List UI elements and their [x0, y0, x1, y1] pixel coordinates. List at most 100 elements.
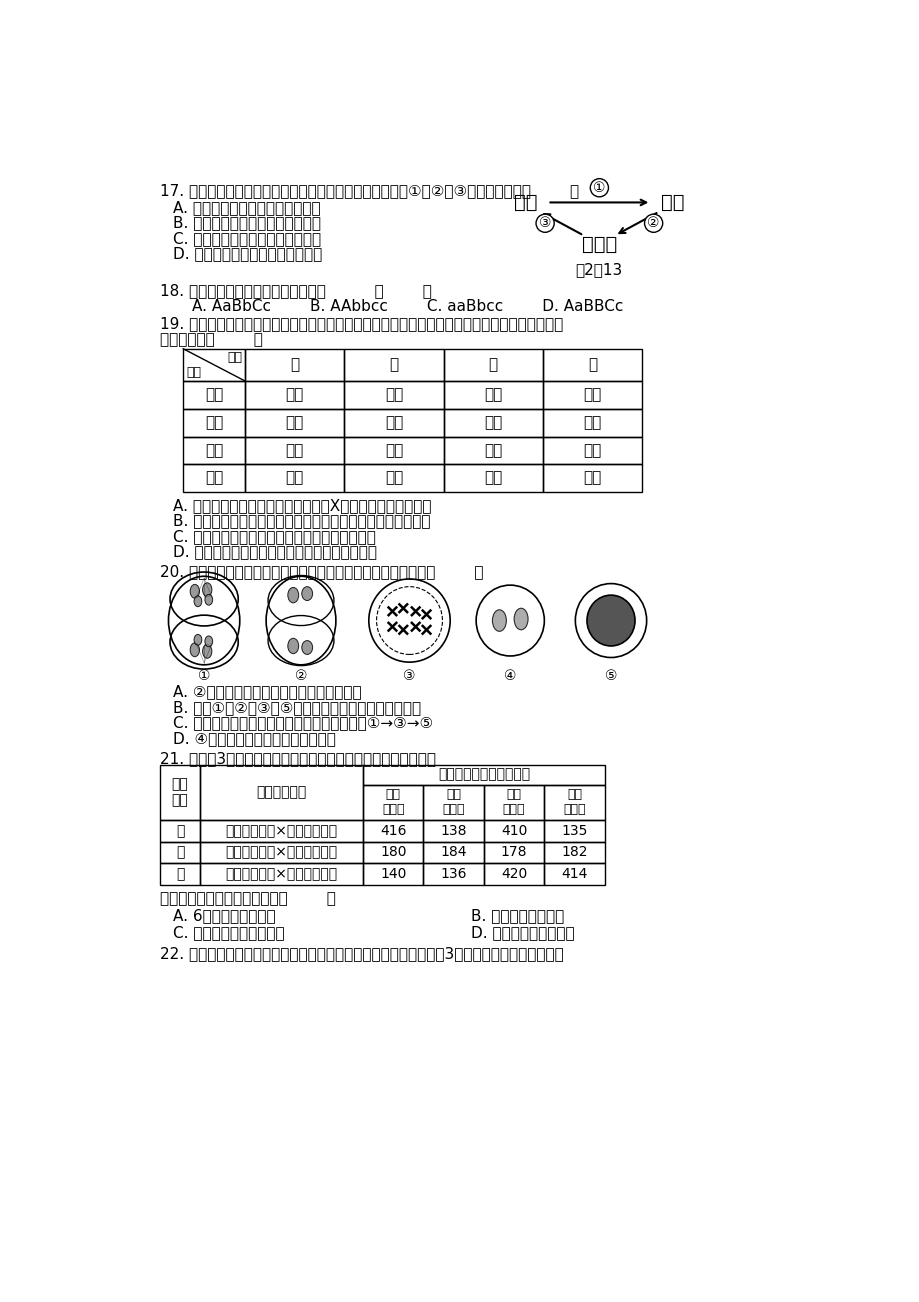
Text: 患病: 患病 — [286, 470, 303, 486]
Bar — [200, 820, 363, 841]
Text: 182: 182 — [561, 845, 587, 859]
Text: B. 有丝分裂，受精作用和减数分裂: B. 有丝分裂，受精作用和减数分裂 — [173, 216, 321, 230]
Bar — [344, 465, 443, 492]
Ellipse shape — [202, 583, 211, 596]
Bar — [542, 436, 641, 465]
Ellipse shape — [205, 595, 212, 605]
Text: 正常: 正常 — [384, 388, 403, 402]
Text: D. ④细胞分裂形成精细胞及第二极体: D. ④细胞分裂形成精细胞及第二极体 — [173, 730, 335, 746]
Text: C. 红种皮对白种皮为显性: C. 红种皮对白种皮为显性 — [173, 924, 285, 940]
Bar — [344, 409, 443, 436]
Text: D. 受精作用，减数分裂和有丝分裂: D. 受精作用，减数分裂和有丝分裂 — [173, 246, 322, 262]
Text: A. AaBbCc        B. AAbbcc        C. aaBbcc        D. AaBBCc: A. AaBbCc B. AAbbcc C. aaBbcc D. AaBBCc — [192, 298, 623, 314]
Bar — [344, 436, 443, 465]
Bar — [443, 436, 542, 465]
Text: 414: 414 — [561, 867, 587, 881]
Text: 据表分析，下列推断错误的是（        ）: 据表分析，下列推断错误的是（ ） — [160, 891, 335, 906]
Text: D. 这两对性状自由组合: D. 这两对性状自由组合 — [471, 924, 574, 940]
Ellipse shape — [514, 608, 528, 630]
Bar — [443, 409, 542, 436]
Text: 抗病
红种皮: 抗病 红种皮 — [381, 788, 404, 816]
Bar — [245, 409, 344, 436]
Text: 20. 下图为某动物体内细胞分裂的一组图像，下列叙述正确的是（        ）: 20. 下图为某动物体内细胞分裂的一组图像，下列叙述正确的是（ ） — [160, 564, 482, 579]
Text: A. 有丝分裂，减数分裂和受精作用: A. 有丝分裂，减数分裂和受精作用 — [173, 201, 321, 215]
Text: 图2－13: 图2－13 — [575, 263, 622, 277]
Bar — [363, 841, 423, 863]
Bar — [200, 863, 363, 884]
Ellipse shape — [301, 641, 312, 655]
Text: 丁: 丁 — [587, 358, 596, 372]
Text: C. 丙家庭的情况说明，此病一定属于显性遗传病: C. 丙家庭的情况说明，此病一定属于显性遗传病 — [173, 529, 376, 544]
Ellipse shape — [202, 644, 211, 659]
Text: 正常: 正常 — [583, 388, 601, 402]
Bar — [245, 465, 344, 492]
Text: 正常: 正常 — [286, 415, 303, 430]
Bar — [160, 764, 200, 820]
Text: 合子: 合子 — [661, 193, 684, 212]
Bar — [245, 436, 344, 465]
Text: ②: ② — [294, 669, 307, 684]
Bar — [423, 841, 483, 863]
Bar — [443, 465, 542, 492]
Text: 儿子: 儿子 — [205, 443, 223, 458]
Text: A. 6个亲本都是杂合体: A. 6个亲本都是杂合体 — [173, 907, 276, 923]
Ellipse shape — [301, 587, 312, 600]
Text: 成员: 成员 — [186, 366, 201, 379]
Text: D. 丁家庭的情况说明，此病一定属于隐性遗传病: D. 丁家庭的情况说明，此病一定属于隐性遗传病 — [173, 544, 377, 560]
Ellipse shape — [492, 609, 505, 631]
Text: ①: ① — [593, 181, 605, 195]
Bar — [542, 409, 641, 436]
Bar — [542, 381, 641, 409]
Text: 22. 羊的毛色白色对黑色为显性，两只杂合白羊为亲本，接连生下了3只小羊是白羊，若他们再生: 22. 羊的毛色白色对黑色为显性，两只杂合白羊为亲本，接连生下了3只小羊是白羊，… — [160, 947, 563, 961]
Ellipse shape — [288, 587, 299, 603]
Text: 180: 180 — [380, 845, 406, 859]
Ellipse shape — [190, 643, 199, 656]
Bar — [245, 381, 344, 409]
Bar — [542, 465, 641, 492]
Bar — [363, 764, 604, 785]
Text: A. 甲家庭的情况说明，此病一定属于X染色体上的显性遗传病: A. 甲家庭的情况说明，此病一定属于X染色体上的显性遗传病 — [173, 499, 431, 513]
Text: 患病: 患病 — [483, 388, 502, 402]
Text: 184: 184 — [440, 845, 467, 859]
Text: 抗病、红种皮×感病、白种皮: 抗病、红种皮×感病、白种皮 — [225, 845, 337, 859]
Bar — [544, 841, 604, 863]
Text: B. 抗病对感病为显性: B. 抗病对感病为显性 — [471, 907, 564, 923]
Text: 感病
白种皮: 感病 白种皮 — [562, 788, 585, 816]
Bar — [363, 863, 423, 884]
Text: 配子: 配子 — [514, 193, 537, 212]
Text: 家庭: 家庭 — [227, 352, 242, 365]
Bar — [544, 863, 604, 884]
Text: 18. 下列各基因型中，属于纯合体的是          （        ）: 18. 下列各基因型中，属于纯合体的是 （ ） — [160, 284, 431, 298]
Text: 患病: 患病 — [583, 443, 601, 458]
Text: 组合
序号: 组合 序号 — [172, 777, 188, 807]
Text: 416: 416 — [380, 824, 406, 837]
Text: ②: ② — [647, 216, 659, 230]
Text: 父亲: 父亲 — [205, 388, 223, 402]
Bar — [443, 381, 542, 409]
Ellipse shape — [205, 635, 212, 647]
Text: 子代的表现型和植株数目: 子代的表现型和植株数目 — [437, 768, 529, 781]
Text: 21. 下表为3个不同小麦杂交组合及其子代的表现型和植株数目。: 21. 下表为3个不同小麦杂交组合及其子代的表现型和植株数目。 — [160, 751, 436, 766]
Bar — [160, 863, 200, 884]
Bar — [245, 349, 344, 381]
Text: 患病: 患病 — [286, 388, 303, 402]
Text: 二: 二 — [176, 845, 184, 859]
Bar — [544, 820, 604, 841]
Text: ④: ④ — [504, 669, 516, 684]
Bar — [363, 785, 423, 820]
Bar — [183, 436, 245, 465]
Text: B. 乙家庭的情况说明，此病一定属于常染色体上的隐性遗传病: B. 乙家庭的情况说明，此病一定属于常染色体上的隐性遗传病 — [173, 513, 430, 529]
Text: 抗病
白种皮: 抗病 白种皮 — [442, 788, 464, 816]
Text: 135: 135 — [561, 824, 587, 837]
Text: 乙: 乙 — [389, 358, 398, 372]
Text: 患病: 患病 — [286, 443, 303, 458]
Text: 正常: 正常 — [384, 470, 403, 486]
Bar — [483, 820, 544, 841]
Text: 女儿: 女儿 — [205, 470, 223, 486]
Text: 138: 138 — [440, 824, 467, 837]
Text: 甲: 甲 — [289, 358, 299, 372]
Bar — [183, 409, 245, 436]
Text: 正常: 正常 — [583, 415, 601, 430]
Bar — [443, 349, 542, 381]
Text: 患病: 患病 — [384, 443, 403, 458]
